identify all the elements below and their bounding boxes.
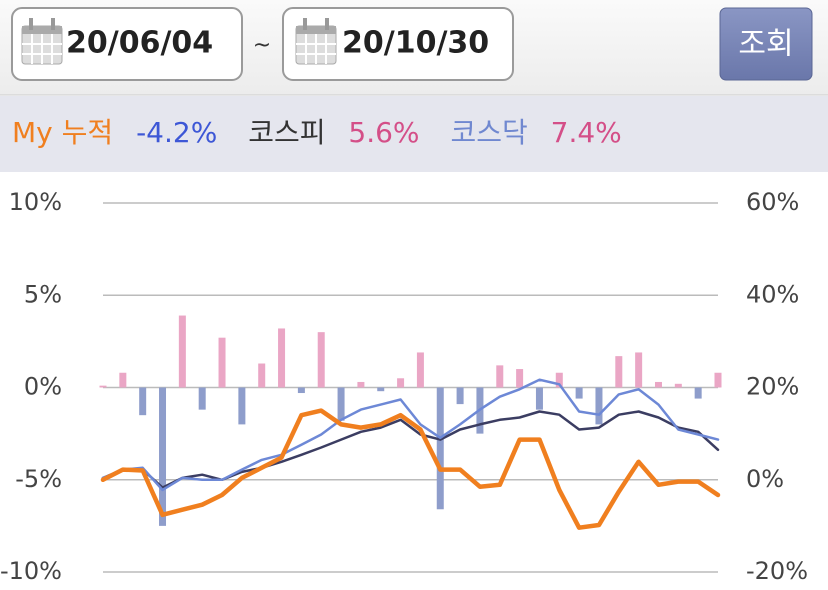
- calendar-icon: [21, 18, 63, 65]
- y2-tick-label: 60%: [746, 188, 799, 216]
- bar: [159, 387, 167, 526]
- bar: [317, 332, 325, 388]
- bar: [99, 385, 107, 388]
- bar: [178, 315, 186, 388]
- bar: [615, 356, 623, 388]
- search-button-label: 조회: [738, 27, 793, 62]
- bar: [238, 387, 246, 425]
- bar: [337, 387, 345, 421]
- my-label: My 누적: [12, 116, 113, 149]
- chart: 10% 5% 0% -5% -10% 60% 40% 20% 0% -20%: [0, 188, 808, 585]
- bar: [139, 387, 147, 416]
- start-date: 20/06/04: [66, 26, 213, 61]
- y-tick-label: 0%: [24, 373, 62, 401]
- bar: [436, 387, 444, 510]
- search-button[interactable]: 조회: [719, 7, 813, 81]
- bar: [278, 328, 286, 388]
- summary: My 누적 -4.2% 코스피 5.6% 코스닥 7.4%: [12, 116, 622, 149]
- bar: [456, 387, 464, 405]
- summary-band: [0, 96, 828, 172]
- bar: [357, 381, 365, 388]
- bar: [258, 363, 266, 388]
- y-tick-label: -5%: [15, 465, 62, 493]
- y-tick-label: -10%: [0, 557, 62, 585]
- bar: [119, 372, 127, 388]
- line: [101, 378, 720, 492]
- bar: [654, 381, 662, 388]
- bar: [297, 387, 305, 394]
- start-date-box[interactable]: 20/06/04: [11, 7, 243, 81]
- bar: [555, 372, 563, 388]
- bar: [714, 372, 722, 388]
- bar: [496, 365, 504, 388]
- date-separator: ~: [253, 33, 271, 58]
- end-date: 20/10/30: [342, 26, 489, 61]
- bar: [416, 352, 424, 388]
- bar: [397, 378, 405, 388]
- y2-tick-label: -20%: [746, 557, 808, 585]
- bar: [516, 369, 524, 388]
- kosdaq-label: 코스닥: [450, 116, 527, 149]
- kospi-label: 코스피: [248, 116, 325, 149]
- y2-tick-label: 20%: [746, 373, 799, 401]
- line: [101, 410, 720, 489]
- bar: [635, 352, 643, 388]
- bar: [535, 387, 543, 410]
- bar: [674, 383, 682, 388]
- kospi-value: 5.6%: [348, 116, 419, 149]
- y2-tick-label: 40%: [746, 280, 799, 308]
- line: [100, 408, 721, 530]
- calendar-icon: [295, 18, 337, 65]
- kosdaq-value: 7.4%: [551, 116, 622, 149]
- my-value: -4.2%: [136, 116, 217, 149]
- y-tick-label: 10%: [9, 188, 62, 216]
- bar: [575, 387, 583, 399]
- y2-tick-label: 0%: [746, 465, 784, 493]
- y-tick-label: 5%: [24, 280, 62, 308]
- end-date-box[interactable]: 20/10/30: [282, 7, 514, 81]
- bar: [198, 387, 206, 410]
- bar: [218, 337, 226, 388]
- bar: [694, 387, 702, 399]
- bar: [377, 387, 385, 392]
- bar: [595, 387, 603, 425]
